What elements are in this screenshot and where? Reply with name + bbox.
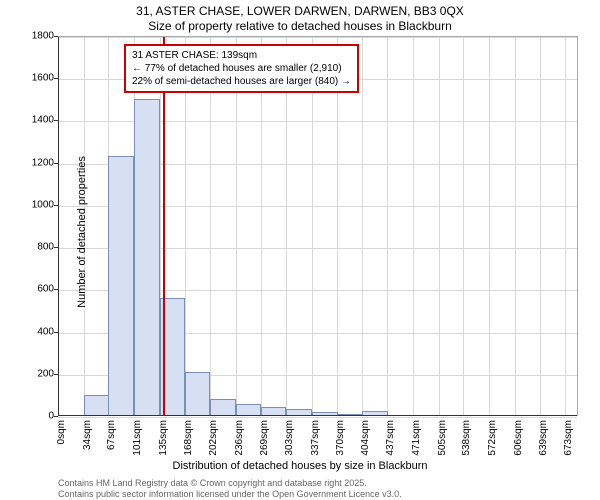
ytick-label: 1800 [14, 31, 54, 42]
xtick-label: 471sqm [411, 420, 422, 460]
ytick-label: 400 [14, 326, 54, 337]
histogram-bar [108, 156, 134, 416]
footer-line2: Contains public sector information licen… [58, 489, 402, 499]
grid-h [58, 417, 577, 418]
grid-v [540, 37, 541, 416]
grid-v [413, 37, 414, 416]
xtick-label: 370sqm [335, 420, 346, 460]
xtick-label: 337sqm [310, 420, 321, 460]
grid-v [489, 37, 490, 416]
histogram-bar [134, 99, 160, 416]
xtick-label: 101sqm [132, 420, 143, 460]
histogram-bar [84, 395, 110, 416]
annotation-line: 31 ASTER CHASE: 139sqm [132, 49, 351, 62]
xtick-label: 673sqm [563, 420, 574, 460]
xtick-label: 168sqm [183, 420, 194, 460]
grid-v [312, 37, 313, 416]
xtick-label: 303sqm [284, 420, 295, 460]
grid-v [387, 37, 388, 416]
grid-h [58, 37, 577, 38]
xtick-label: 34sqm [82, 420, 93, 460]
grid-v [565, 37, 566, 416]
ytick-mark [54, 332, 58, 333]
annotation-callout: 31 ASTER CHASE: 139sqm← 77% of detached … [124, 44, 359, 93]
xtick-label: 404sqm [360, 420, 371, 460]
xtick-label: 437sqm [385, 420, 396, 460]
histogram-bar [185, 372, 211, 416]
ytick-mark [54, 205, 58, 206]
ytick-mark [54, 78, 58, 79]
grid-v [362, 37, 363, 416]
grid-v [515, 37, 516, 416]
grid-v [286, 37, 287, 416]
grid-v [463, 37, 464, 416]
ytick-mark [54, 120, 58, 121]
x-axis-label: Distribution of detached houses by size … [0, 460, 600, 472]
ytick-label: 1000 [14, 199, 54, 210]
annotation-line: 22% of semi-detached houses are larger (… [132, 75, 351, 88]
ytick-label: 0 [14, 411, 54, 422]
xtick-label: 269sqm [259, 420, 270, 460]
y-axis-line [58, 37, 59, 416]
grid-v [236, 37, 237, 416]
xtick-label: 572sqm [487, 420, 498, 460]
property-marker-line [163, 37, 165, 416]
ytick-mark [54, 289, 58, 290]
ytick-mark [54, 247, 58, 248]
plot-area [58, 36, 578, 416]
xtick-label: 538sqm [461, 420, 472, 460]
ytick-label: 1200 [14, 157, 54, 168]
chart-title-line2: Size of property relative to detached ho… [0, 18, 600, 33]
xtick-label: 202sqm [208, 420, 219, 460]
ytick-mark [54, 163, 58, 164]
xtick-label: 236sqm [234, 420, 245, 460]
xtick-label: 639sqm [538, 420, 549, 460]
xtick-label: 67sqm [106, 420, 117, 460]
ytick-label: 1400 [14, 115, 54, 126]
chart-title-line1: 31, ASTER CHASE, LOWER DARWEN, DARWEN, B… [0, 0, 600, 18]
grid-v [210, 37, 211, 416]
x-axis-line [58, 415, 577, 416]
ytick-label: 200 [14, 368, 54, 379]
ytick-label: 800 [14, 242, 54, 253]
y-axis-label: Number of detached properties [76, 156, 88, 308]
xtick-label: 135sqm [158, 420, 169, 460]
xtick-label: 0sqm [56, 420, 67, 460]
histogram-bar [210, 399, 236, 416]
ytick-mark [54, 374, 58, 375]
xtick-label: 505sqm [437, 420, 448, 460]
grid-v [337, 37, 338, 416]
grid-v [261, 37, 262, 416]
xtick-label: 606sqm [513, 420, 524, 460]
ytick-label: 600 [14, 284, 54, 295]
ytick-mark [54, 416, 58, 417]
annotation-line: ← 77% of detached houses are smaller (2,… [132, 62, 351, 75]
grid-v [439, 37, 440, 416]
footer-line1: Contains HM Land Registry data © Crown c… [58, 478, 367, 488]
ytick-mark [54, 36, 58, 37]
ytick-label: 1600 [14, 73, 54, 84]
